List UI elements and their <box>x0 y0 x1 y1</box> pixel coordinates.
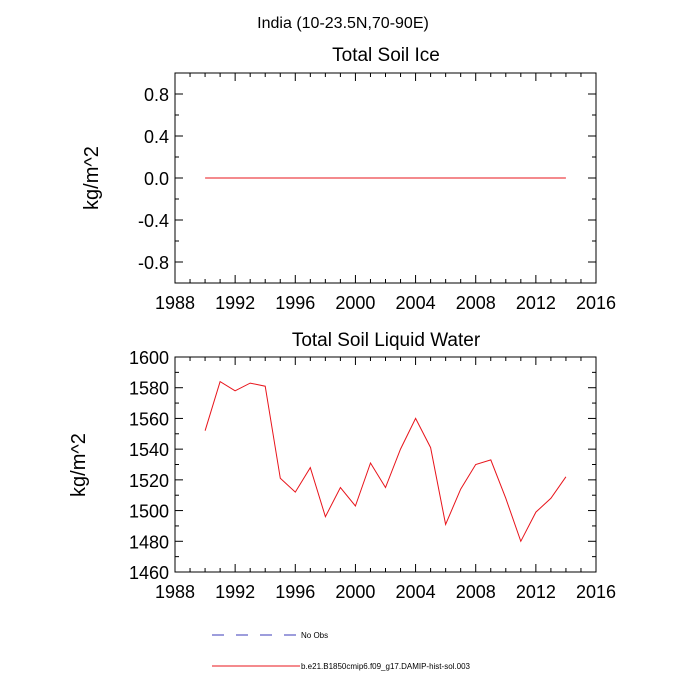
panel-soil-liquid-water-ylabel: kg/m^2 <box>68 433 90 497</box>
panel-soil-liquid-water-ticks: 1988 1992 1996 2000 2004 2008 2012 2016 1460 1480… <box>129 348 616 602</box>
panel-soil-ice: Total Soil Ice kg/m^2 1988 1992 1996 2000 20… <box>81 45 616 313</box>
x-tick-label: 2016 <box>576 582 616 602</box>
y-tick-label: 1580 <box>129 379 169 399</box>
y-tick-label: 1600 <box>129 348 169 368</box>
x-tick-label: 1996 <box>275 293 315 313</box>
panel-soil-liquid-water-series <box>204 380 567 543</box>
y-tick-label: 1520 <box>129 471 169 491</box>
y-tick-label: 1560 <box>129 409 169 429</box>
legend-item-run-label: b.e21.B1850cmip6.f09_g17.DAMIP-hist-sol.… <box>301 662 471 671</box>
legend: No Obs b.e21.B1850cmip6.f09_g17.DAMIP-hi… <box>212 631 471 671</box>
x-tick-label: 1992 <box>215 293 255 313</box>
y-tick-label: 0.4 <box>144 127 169 147</box>
y-tick-label: 1460 <box>129 563 169 583</box>
x-tick-label: 2000 <box>335 293 375 313</box>
x-tick-label: 2008 <box>456 582 496 602</box>
y-tick-label: -0.4 <box>138 211 169 231</box>
x-tick-label: 1988 <box>155 293 195 313</box>
figure-suptitle: India (10-23.5N,70-90E) <box>257 15 429 32</box>
x-tick-label: 2012 <box>516 293 556 313</box>
panel-soil-ice-ticks: 1988 1992 1996 2000 2004 2008 2012 2016 -0.8 -0.4… <box>138 72 616 313</box>
panel-soil-liquid-water: Total Soil Liquid Water kg/m^2 1988 1992 1… <box>68 330 616 602</box>
x-tick-label: 2004 <box>396 582 436 602</box>
x-tick-label: 2012 <box>516 582 556 602</box>
x-tick-label: 2004 <box>396 293 436 313</box>
legend-item-no-obs-label: No Obs <box>301 631 328 640</box>
x-tick-label: 2008 <box>456 293 496 313</box>
x-tick-label: 1996 <box>275 582 315 602</box>
x-tick-label: 1988 <box>155 582 195 602</box>
x-tick-label: 2000 <box>335 582 375 602</box>
y-tick-label: 1480 <box>129 532 169 552</box>
series-line <box>204 380 567 543</box>
y-tick-label: 0.0 <box>144 169 169 189</box>
x-tick-label: 1992 <box>215 582 255 602</box>
y-tick-label: 1500 <box>129 502 169 522</box>
panel-soil-liquid-water-title: Total Soil Liquid Water <box>292 330 481 351</box>
y-tick-label: 1540 <box>129 440 169 460</box>
x-tick-label: 2016 <box>576 293 616 313</box>
y-tick-label: -0.8 <box>138 253 169 273</box>
panel-soil-ice-title: Total Soil Ice <box>332 45 440 66</box>
panel-soil-ice-ylabel: kg/m^2 <box>81 146 103 210</box>
y-tick-label: 0.8 <box>144 85 169 105</box>
